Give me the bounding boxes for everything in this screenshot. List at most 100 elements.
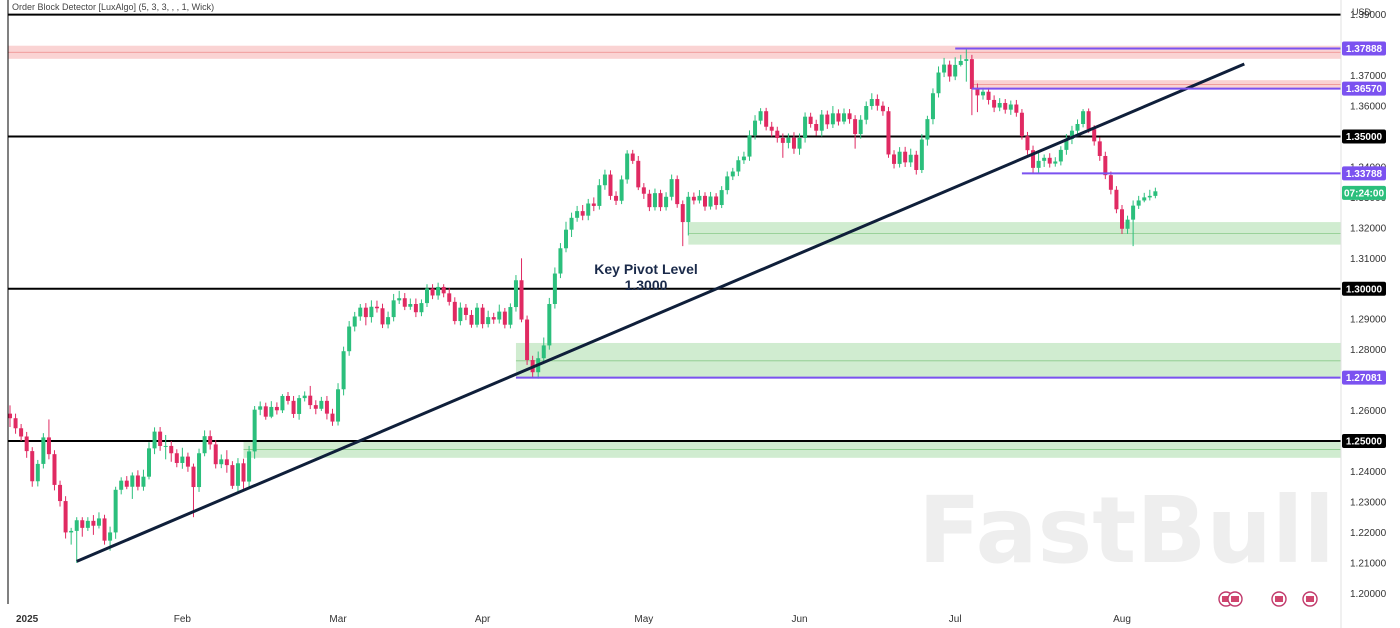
candle-body[interactable] xyxy=(997,102,1002,108)
candle-body[interactable] xyxy=(1025,136,1030,151)
candle-body[interactable] xyxy=(575,211,580,218)
candle-body[interactable] xyxy=(936,72,941,94)
candle-body[interactable] xyxy=(369,306,374,318)
candle-body[interactable] xyxy=(1131,205,1136,220)
candle-body[interactable] xyxy=(274,406,279,411)
candle-body[interactable] xyxy=(1108,175,1113,190)
candle-body[interactable] xyxy=(130,475,135,487)
candle-body[interactable] xyxy=(552,273,557,304)
candle-body[interactable] xyxy=(942,64,947,73)
candle-body[interactable] xyxy=(52,454,57,485)
candle-body[interactable] xyxy=(24,436,29,452)
candle-body[interactable] xyxy=(502,311,507,325)
candle-body[interactable] xyxy=(675,179,680,205)
candle-body[interactable] xyxy=(1008,104,1013,110)
candle-body[interactable] xyxy=(58,484,63,502)
candle-body[interactable] xyxy=(741,156,746,161)
candle-body[interactable] xyxy=(219,459,224,465)
candle-body[interactable] xyxy=(447,293,452,302)
candle-body[interactable] xyxy=(241,463,246,482)
candle-body[interactable] xyxy=(769,126,774,131)
candle-body[interactable] xyxy=(163,445,168,447)
candle-body[interactable] xyxy=(608,174,613,196)
candle-body[interactable] xyxy=(69,530,74,533)
candle-body[interactable] xyxy=(475,307,480,325)
candle-body[interactable] xyxy=(419,303,424,313)
candle-body[interactable] xyxy=(525,319,530,361)
candle-body[interactable] xyxy=(169,445,174,454)
candle-body[interactable] xyxy=(714,196,719,206)
candle-body[interactable] xyxy=(380,308,385,325)
candle-body[interactable] xyxy=(892,154,897,164)
candle-body[interactable] xyxy=(1153,191,1158,196)
candle-body[interactable] xyxy=(152,431,157,449)
candle-body[interactable] xyxy=(853,119,858,135)
candle-body[interactable] xyxy=(463,307,468,315)
candle-body[interactable] xyxy=(591,203,596,206)
candle-body[interactable] xyxy=(1036,160,1041,168)
candle-body[interactable] xyxy=(880,105,885,112)
candle-body[interactable] xyxy=(925,119,930,140)
candle-body[interactable] xyxy=(235,463,240,486)
candle-body[interactable] xyxy=(408,304,413,307)
candle-body[interactable] xyxy=(764,111,769,127)
candle-body[interactable] xyxy=(174,453,179,463)
candle-body[interactable] xyxy=(513,280,518,308)
candle-body[interactable] xyxy=(102,518,107,541)
candle-body[interactable] xyxy=(96,518,101,526)
candle-body[interactable] xyxy=(397,298,402,301)
candle-body[interactable] xyxy=(19,428,24,437)
candle-body[interactable] xyxy=(580,211,585,216)
candle-body[interactable] xyxy=(135,475,140,487)
candle-body[interactable] xyxy=(908,154,913,163)
candle-body[interactable] xyxy=(964,59,969,61)
candle-body[interactable] xyxy=(564,229,568,249)
candle-body[interactable] xyxy=(558,248,563,274)
candle-body[interactable] xyxy=(819,114,824,131)
candle-body[interactable] xyxy=(730,171,735,177)
candle-body[interactable] xyxy=(753,120,758,136)
candle-body[interactable] xyxy=(180,456,185,463)
candle-body[interactable] xyxy=(185,456,190,467)
candle-body[interactable] xyxy=(347,326,352,352)
candle-body[interactable] xyxy=(1042,157,1047,161)
candle-body[interactable] xyxy=(1136,200,1141,206)
candle-body[interactable] xyxy=(569,217,574,230)
candle-body[interactable] xyxy=(291,400,296,414)
candle-body[interactable] xyxy=(1047,157,1052,164)
candle-body[interactable] xyxy=(1019,112,1024,137)
candle-body[interactable] xyxy=(491,317,496,320)
candle-body[interactable] xyxy=(658,193,663,208)
candle-body[interactable] xyxy=(297,398,302,414)
candle-body[interactable] xyxy=(597,185,602,206)
candle-body[interactable] xyxy=(897,151,902,164)
candle-body[interactable] xyxy=(686,196,691,223)
candle-body[interactable] xyxy=(119,480,124,490)
candle-body[interactable] xyxy=(202,436,207,454)
candle-body[interactable] xyxy=(808,116,813,124)
candle-body[interactable] xyxy=(308,395,313,406)
candle-body[interactable] xyxy=(46,437,51,455)
candle-body[interactable] xyxy=(780,138,785,143)
candle-body[interactable] xyxy=(1031,150,1036,168)
candle-body[interactable] xyxy=(324,400,329,414)
candle-body[interactable] xyxy=(336,389,341,422)
candle-body[interactable] xyxy=(1114,189,1119,210)
candle-body[interactable] xyxy=(30,451,35,482)
candle-body[interactable] xyxy=(953,64,958,77)
candle-body[interactable] xyxy=(224,459,229,466)
candle-body[interactable] xyxy=(858,119,863,135)
candle-body[interactable] xyxy=(258,406,263,410)
candle-body[interactable] xyxy=(708,196,713,207)
candle-body[interactable] xyxy=(914,154,919,170)
candle-body[interactable] xyxy=(1097,141,1102,156)
candle-body[interactable] xyxy=(430,288,435,296)
candle-body[interactable] xyxy=(786,137,791,143)
candle-body[interactable] xyxy=(547,304,552,346)
candle-body[interactable] xyxy=(736,160,741,172)
candle-body[interactable] xyxy=(1086,111,1091,130)
candle-body[interactable] xyxy=(703,195,707,207)
candle-body[interactable] xyxy=(197,453,202,488)
candle-body[interactable] xyxy=(230,465,235,486)
candle-body[interactable] xyxy=(1014,104,1019,113)
